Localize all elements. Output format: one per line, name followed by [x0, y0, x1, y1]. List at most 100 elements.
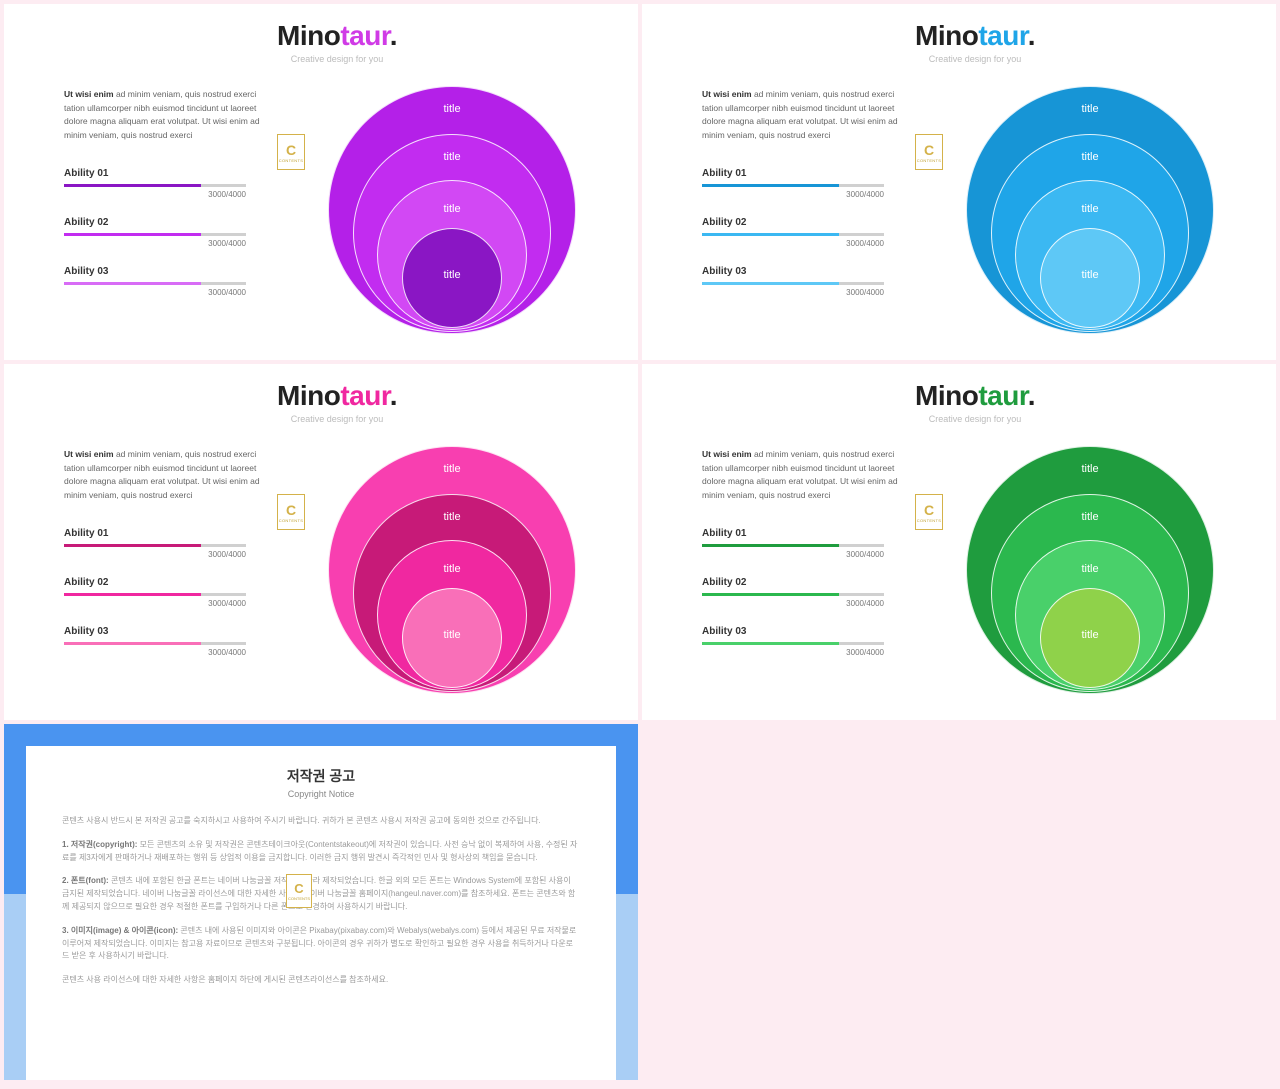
ability-label: Ability 01 [64, 168, 246, 179]
template-slide: Minotaur.Creative design for youUt wisi … [4, 364, 638, 720]
slide-body: Ut wisi enim ad minim veniam, quis nostr… [702, 434, 1248, 694]
abilities-list: Ability 013000/4000Ability 023000/4000Ab… [64, 528, 246, 657]
chart-ring-label: title [403, 629, 501, 641]
template-slide: Minotaur. Creative design for you Ut wisi … [642, 364, 1276, 720]
abilities-list: Ability 013000/4000Ability 023000/4000Ab… [702, 168, 884, 297]
brand-part2: taur [340, 380, 389, 411]
notice-paragraph: 3. 이미지(image) & 아이콘(icon): 콘텐츠 내에 사용된 이미… [62, 925, 580, 963]
ability-value: 3000/4000 [702, 648, 884, 657]
chart-ring-label: title [378, 563, 526, 575]
ability-bar-track [702, 233, 884, 236]
left-column: Ut wisi enim ad minim veniam, quis nostr… [702, 74, 912, 315]
ability-value: 3000/4000 [64, 550, 246, 559]
ability-label: Ability 01 [64, 528, 246, 539]
left-column: Ut wisi enim ad minim veniam, quis nostr… [64, 434, 274, 675]
notice-subtitle: Copyright Notice [62, 789, 580, 799]
brand-part1: Mino [915, 380, 978, 411]
ability-value: 3000/4000 [702, 239, 884, 248]
chart-ring: title [402, 228, 502, 328]
ability-bar-track [702, 282, 884, 285]
brand-title: Minotaur. [702, 20, 1248, 52]
chart-ring: title [402, 588, 502, 688]
brand-dot: . [390, 20, 397, 51]
slide-header: Minotaur.Creative design for you [64, 380, 610, 424]
brand-subtitle: Creative design for you [702, 54, 1248, 64]
ability-bar-fill [702, 282, 839, 285]
chart-ring-label: title [403, 269, 501, 281]
ability-label: Ability 03 [702, 266, 884, 277]
ability-bar-fill [702, 642, 839, 645]
ability-item: Ability 02 3000/4000 [64, 577, 246, 608]
brand-badge: CCONTENTS [277, 134, 305, 170]
nested-circle-chart: title title title title [274, 434, 610, 694]
left-column: Ut wisi enim ad minim veniam, quis nostr… [702, 434, 912, 675]
brand-part1: Mino [915, 20, 978, 51]
ability-bar-fill [64, 184, 201, 187]
chart-ring: title [1040, 228, 1140, 328]
ability-bar-fill [702, 233, 839, 236]
brand-subtitle: Creative design for you [64, 54, 610, 64]
ability-bar-fill [702, 593, 839, 596]
notice-paragraph: 콘텐츠 사용시 반드시 본 저작권 공고를 숙지하시고 사용하여 주시기 바랍니… [62, 815, 580, 828]
chart-ring-label: title [1016, 203, 1164, 215]
ability-value: 3000/4000 [702, 599, 884, 608]
ability-bar-track [702, 184, 884, 187]
chart-ring-label: title [1041, 269, 1139, 281]
slide-header: Minotaur. Creative design for you [702, 380, 1248, 424]
badge-small: CONTENTS [917, 518, 941, 523]
ability-item: Ability 02 3000/4000 [702, 217, 884, 248]
brand-part2: taur [978, 380, 1027, 411]
chart-ring-label: title [354, 511, 550, 523]
chart-ring-label: title [329, 103, 575, 115]
ability-item: Ability 013000/4000 [702, 528, 884, 559]
notice-paragraph: 1. 저작권(copyright): 모든 콘텐츠의 소유 및 저작권은 콘텐츠… [62, 839, 580, 865]
template-slide: Minotaur. Creative design for you Ut wisi … [642, 4, 1276, 360]
notice-title: 저작권 공고 [62, 766, 580, 786]
brand-part2: taur [978, 20, 1027, 51]
ability-bar-track [64, 233, 246, 236]
ability-bar-fill [702, 184, 839, 187]
ability-value: 3000/4000 [64, 599, 246, 608]
empty-cell [642, 724, 1276, 1080]
badge-small: CONTENTS [288, 896, 310, 901]
copyright-notice-slide: 저작권 공고 Copyright Notice 콘텐츠 사용시 반드시 본 저작권 … [4, 724, 638, 1080]
chart-ring-label: title [354, 151, 550, 163]
brand-dot: . [1028, 380, 1035, 411]
left-column: Ut wisi enim ad minim veniam, quis nostr… [64, 74, 274, 315]
brand-dot: . [390, 380, 397, 411]
ability-bar-fill [64, 544, 201, 547]
brand-subtitle: Creative design for you [64, 414, 610, 424]
badge-letter: C [924, 502, 934, 518]
notice-paragraph: 2. 폰트(font): 콘텐츠 내에 포함된 한글 폰트는 네이버 나눔글꼴 … [62, 875, 580, 913]
badge-letter: C [286, 142, 296, 158]
ability-value: 3000/4000 [64, 288, 246, 297]
ability-item: Ability 033000/4000 [702, 626, 884, 657]
brand-subtitle: Creative design for you [702, 414, 1248, 424]
brand-badge: CCONTENTS [286, 874, 312, 908]
chart-ring-label: title [378, 203, 526, 215]
brand-title: Minotaur. [64, 20, 610, 52]
ability-value: 3000/4000 [64, 648, 246, 657]
ability-value: 3000/4000 [702, 288, 884, 297]
description-text: Ut wisi enim ad minim veniam, quis nostr… [64, 448, 274, 502]
ability-label: Ability 02 [64, 577, 246, 588]
ability-bar-track [64, 544, 246, 547]
brand-part2: taur [340, 20, 389, 51]
badge-letter: C [286, 502, 296, 518]
brand-part1: Mino [277, 20, 340, 51]
chart-ring-label: title [1016, 563, 1164, 575]
brand-badge: CCONTENTS [277, 494, 305, 530]
ability-label: Ability 02 [702, 217, 884, 228]
ability-value: 3000/4000 [702, 550, 884, 559]
chart-ring-label: title [329, 463, 575, 475]
ability-bar-track [64, 593, 246, 596]
ability-bar-track [64, 642, 246, 645]
nested-circle-chart: titletitletitletitle [912, 74, 1248, 334]
ability-value: 3000/4000 [64, 239, 246, 248]
badge-small: CONTENTS [279, 518, 303, 523]
chart-ring-label: title [967, 103, 1213, 115]
nested-circle-chart: title title title title [274, 74, 610, 334]
brand-title: Minotaur. [702, 380, 1248, 412]
badge-small: CONTENTS [279, 158, 303, 163]
ability-value: 3000/4000 [64, 190, 246, 199]
